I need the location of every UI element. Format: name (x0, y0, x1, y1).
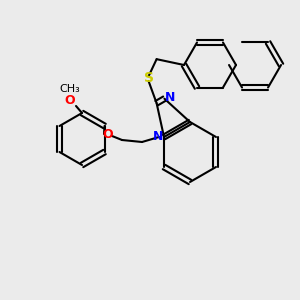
Text: N: N (153, 130, 163, 142)
Text: S: S (144, 71, 154, 85)
Text: O: O (65, 94, 75, 106)
Text: CH₃: CH₃ (60, 84, 80, 94)
Text: N: N (165, 91, 176, 104)
Text: O: O (103, 128, 113, 140)
